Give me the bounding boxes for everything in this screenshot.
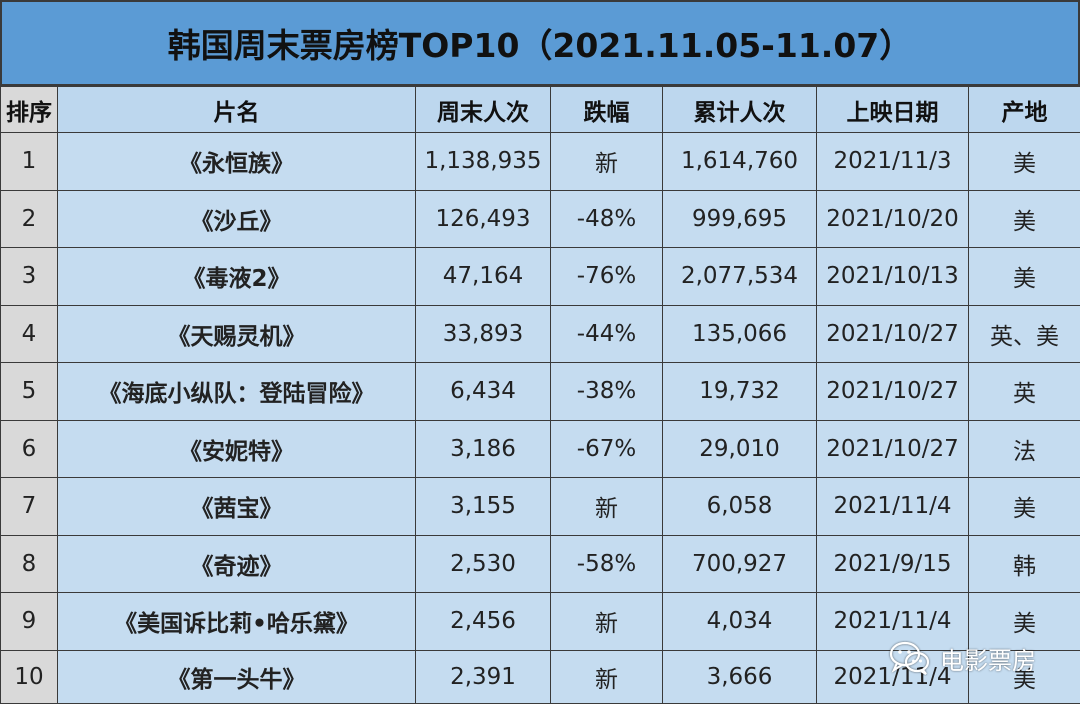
cell-origin: 英 [968, 362, 1080, 421]
cell-release: 2021/10/20 [816, 189, 969, 248]
cell-weekend: 3,155 [415, 477, 551, 536]
cell-change: -38% [550, 362, 663, 421]
cell-total: 999,695 [662, 189, 817, 248]
cell-origin: 美 [968, 247, 1080, 306]
cell-rank: 7 [0, 477, 58, 536]
cell-rank: 4 [0, 304, 58, 363]
cell-origin: 美 [968, 477, 1080, 536]
cell-rank: 10 [0, 649, 58, 704]
cell-release: 2021/10/13 [816, 247, 969, 306]
cell-origin: 法 [968, 419, 1080, 478]
cell-film: 《天赐灵机》 [57, 304, 416, 363]
header-release: 上映日期 [816, 86, 969, 133]
cell-release: 2021/10/27 [816, 362, 969, 421]
table-row: 4 《天赐灵机》 33,893 -44% 135,066 2021/10/27 … [0, 304, 1080, 363]
cell-origin: 美 [968, 649, 1080, 704]
header-total: 累计人次 [662, 86, 817, 133]
cell-release: 2021/9/15 [816, 534, 969, 593]
cell-weekend: 33,893 [415, 304, 551, 363]
cell-release: 2021/11/3 [816, 132, 969, 191]
table-row: 6 《安妮特》 3,186 -67% 29,010 2021/10/27 法 [0, 419, 1080, 478]
cell-origin: 韩 [968, 534, 1080, 593]
cell-origin: 英、美 [968, 304, 1080, 363]
cell-total: 3,666 [662, 649, 817, 704]
cell-rank: 1 [0, 132, 58, 191]
cell-film: 《第一头牛》 [57, 649, 416, 704]
cell-rank: 6 [0, 419, 58, 478]
cell-total: 135,066 [662, 304, 817, 363]
cell-film: 《茜宝》 [57, 477, 416, 536]
cell-change: -76% [550, 247, 663, 306]
cell-weekend: 126,493 [415, 189, 551, 248]
cell-weekend: 1,138,935 [415, 132, 551, 191]
cell-origin: 美 [968, 189, 1080, 248]
cell-weekend: 2,391 [415, 649, 551, 704]
cell-change: -48% [550, 189, 663, 248]
header-change: 跌幅 [550, 86, 663, 133]
table-row: 1 《永恒族》 1,138,935 新 1,614,760 2021/11/3 … [0, 132, 1080, 191]
cell-origin: 美 [968, 592, 1080, 651]
table-row: 7 《茜宝》 3,155 新 6,058 2021/11/4 美 [0, 477, 1080, 536]
cell-film: 《安妮特》 [57, 419, 416, 478]
box-office-table: 排序 片名 周末人次 跌幅 累计人次 上映日期 产地 1 《永恒族》 1,138… [0, 86, 1080, 704]
cell-release: 2021/11/4 [816, 592, 969, 651]
cell-change: -58% [550, 534, 663, 593]
table-title: 韩国周末票房榜TOP10（2021.11.05-11.07） [0, 0, 1080, 86]
cell-total: 19,732 [662, 362, 817, 421]
cell-total: 2,077,534 [662, 247, 817, 306]
table-row: 8 《奇迹》 2,530 -58% 700,927 2021/9/15 韩 [0, 534, 1080, 593]
cell-change: -67% [550, 419, 663, 478]
cell-rank: 8 [0, 534, 58, 593]
cell-total: 29,010 [662, 419, 817, 478]
cell-rank: 2 [0, 189, 58, 248]
cell-weekend: 3,186 [415, 419, 551, 478]
cell-film: 《永恒族》 [57, 132, 416, 191]
cell-weekend: 2,456 [415, 592, 551, 651]
cell-origin: 美 [968, 132, 1080, 191]
cell-film: 《海底小纵队：登陆冒险》 [57, 362, 416, 421]
cell-change: 新 [550, 592, 663, 651]
header-rank: 排序 [0, 86, 58, 133]
cell-weekend: 47,164 [415, 247, 551, 306]
cell-release: 2021/11/4 [816, 649, 969, 704]
table-row: 9 《美国诉比莉•哈乐黛》 2,456 新 4,034 2021/11/4 美 [0, 592, 1080, 651]
header-row: 排序 片名 周末人次 跌幅 累计人次 上映日期 产地 [0, 86, 1080, 133]
cell-total: 6,058 [662, 477, 817, 536]
cell-film: 《沙丘》 [57, 189, 416, 248]
cell-change: 新 [550, 132, 663, 191]
cell-change: 新 [550, 477, 663, 536]
header-weekend: 周末人次 [415, 86, 551, 133]
table-row: 5 《海底小纵队：登陆冒险》 6,434 -38% 19,732 2021/10… [0, 362, 1080, 421]
cell-release: 2021/10/27 [816, 419, 969, 478]
cell-release: 2021/10/27 [816, 304, 969, 363]
table-row: 2 《沙丘》 126,493 -48% 999,695 2021/10/20 美 [0, 189, 1080, 248]
table-row: 10 《第一头牛》 2,391 新 3,666 2021/11/4 美 [0, 649, 1080, 704]
cell-total: 4,034 [662, 592, 817, 651]
cell-rank: 3 [0, 247, 58, 306]
header-film: 片名 [57, 86, 416, 133]
cell-release: 2021/11/4 [816, 477, 969, 536]
cell-change: -44% [550, 304, 663, 363]
cell-film: 《美国诉比莉•哈乐黛》 [57, 592, 416, 651]
cell-rank: 5 [0, 362, 58, 421]
cell-weekend: 2,530 [415, 534, 551, 593]
cell-rank: 9 [0, 592, 58, 651]
cell-film: 《奇迹》 [57, 534, 416, 593]
header-origin: 产地 [968, 86, 1080, 133]
table-row: 3 《毒液2》 47,164 -76% 2,077,534 2021/10/13… [0, 247, 1080, 306]
cell-film: 《毒液2》 [57, 247, 416, 306]
cell-total: 700,927 [662, 534, 817, 593]
cell-change: 新 [550, 649, 663, 704]
cell-total: 1,614,760 [662, 132, 817, 191]
cell-weekend: 6,434 [415, 362, 551, 421]
